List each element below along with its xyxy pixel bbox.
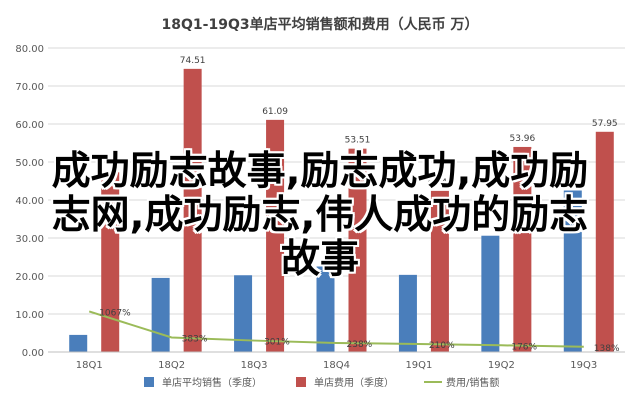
- y-tick-label: 10.00: [15, 310, 44, 321]
- line-data-label: 383%: [182, 334, 208, 344]
- y-tick-label: 40.00: [15, 196, 44, 207]
- legend-entry: 单店平均销售（季度）: [162, 376, 262, 389]
- bar-cost: [513, 146, 532, 352]
- bars: [69, 68, 614, 352]
- y-tick-label: 20.00: [15, 272, 44, 283]
- y-tick-label: 0.00: [22, 348, 44, 359]
- legend-entry: 单店费用（季度）: [314, 376, 394, 389]
- y-tick-label: 80.00: [15, 44, 44, 55]
- x-axis-ticks: 18Q1 18Q2 18Q3 18Q4 19Q1 19Q2 19Q3: [48, 351, 625, 371]
- ratio-line: [88, 310, 584, 348]
- bar-sales: [316, 266, 335, 352]
- line-data-label: 210%: [429, 341, 455, 351]
- bar-data-label: 57.95: [592, 119, 618, 129]
- line-data-label: 176%: [511, 342, 537, 352]
- line-data-label: 138%: [594, 344, 620, 354]
- x-tick-label: 18Q1: [76, 360, 103, 371]
- data-labels: 74.51 61.09 53.51 42.40 53.96 57.95 1067% 383% 3…: [99, 56, 620, 354]
- x-tick-label: 19Q2: [488, 360, 515, 371]
- legend-entry: 费用/销售额: [446, 376, 499, 389]
- bar-cost: [595, 131, 614, 352]
- bar-data-label: 74.51: [180, 56, 206, 66]
- bar-sales: [234, 275, 253, 352]
- y-tick-label: 60.00: [15, 120, 44, 131]
- bar-cost: [430, 190, 449, 352]
- overlay-line-2: 志网,成功励志,伟人成功的励志: [51, 193, 589, 238]
- ratio-line-path: [88, 310, 584, 348]
- chart-title: 18Q1-19Q3单店平均销售额和费用（人民币 万）: [162, 16, 479, 33]
- bar-data-label: 53.51: [345, 136, 371, 146]
- bar-cost: [348, 148, 367, 352]
- line-data-label: 1067%: [99, 308, 131, 318]
- bar-sales: [151, 277, 170, 352]
- x-tick-label: 19Q3: [570, 360, 597, 371]
- bar-sales: [69, 334, 88, 352]
- bar-cost: [101, 172, 120, 352]
- overlay-line-3: 故事: [280, 237, 359, 282]
- legend-swatch: [296, 377, 306, 387]
- line-data-label: 301%: [264, 338, 290, 348]
- watermark-overlay-text: 成功励志故事,励志成功,成功励 志网,成功励志,伟人成功的励志 故事: [0, 150, 640, 282]
- line-data-label: 238%: [347, 340, 373, 350]
- y-tick-label: 50.00: [15, 158, 44, 169]
- bar-cost: [183, 68, 202, 352]
- x-tick-label: 19Q1: [405, 360, 432, 371]
- bar-data-label: 53.96: [509, 134, 535, 144]
- legend-swatch: [144, 377, 154, 387]
- x-tick-label: 18Q3: [241, 360, 268, 371]
- bar-sales: [398, 274, 417, 352]
- y-tick-label: 70.00: [15, 82, 44, 93]
- y-tick-label: 30.00: [15, 234, 44, 245]
- overlay-line-1: 成功励志故事,励志成功,成功励: [51, 149, 589, 194]
- bar-sales: [481, 235, 500, 352]
- x-tick-label: 18Q4: [323, 360, 350, 371]
- bar-data-label: 61.09: [262, 107, 288, 117]
- x-tick-label: 18Q2: [158, 360, 185, 371]
- bar-cost: [266, 119, 285, 352]
- legend: 单店平均销售（季度） 单店费用（季度） 费用/销售额: [144, 376, 499, 389]
- bar-sales: [563, 190, 582, 352]
- bar-data-label: 42.40: [427, 178, 453, 188]
